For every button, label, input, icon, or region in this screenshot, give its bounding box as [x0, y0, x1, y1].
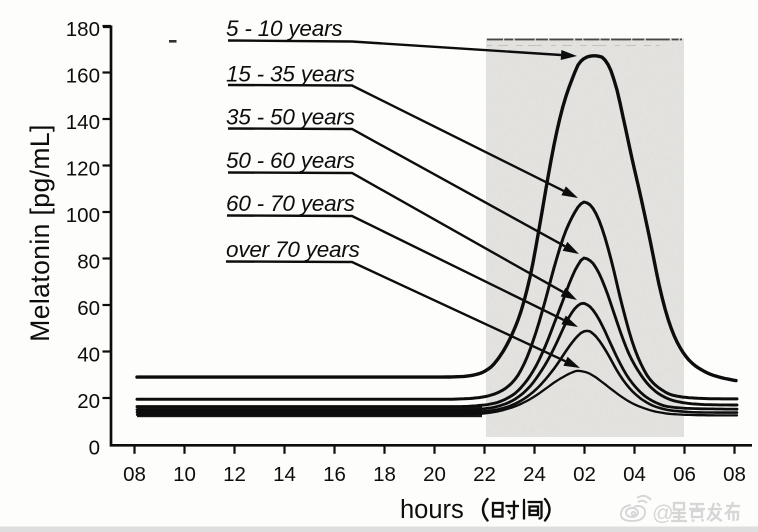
- svg-text:60 - 70 years: 60 - 70 years: [226, 191, 355, 216]
- svg-text:50 - 60 years: 50 - 60 years: [226, 148, 355, 173]
- svg-text:40: 40: [77, 343, 100, 366]
- svg-text:02: 02: [573, 463, 596, 486]
- svg-text:15 - 35 years: 15 - 35 years: [226, 62, 355, 87]
- svg-text:08: 08: [723, 463, 746, 486]
- svg-text:160: 160: [66, 64, 100, 87]
- svg-text:0: 0: [89, 436, 100, 459]
- svg-text:04: 04: [623, 463, 646, 486]
- svg-text:18: 18: [373, 463, 396, 486]
- svg-text:60: 60: [77, 297, 100, 320]
- svg-text:over 70 years: over 70 years: [226, 237, 360, 262]
- svg-text:hours: hours: [400, 496, 464, 524]
- svg-text:180: 180: [66, 18, 100, 41]
- svg-text:5 - 10 years: 5 - 10 years: [226, 16, 342, 41]
- svg-text:20: 20: [77, 390, 100, 413]
- svg-text:Melatonin [pg/mL]: Melatonin [pg/mL]: [25, 124, 55, 341]
- svg-text:80: 80: [77, 250, 100, 273]
- svg-text:12: 12: [223, 463, 246, 486]
- svg-text:22: 22: [473, 463, 496, 486]
- svg-text:24: 24: [523, 463, 546, 486]
- svg-text:16: 16: [323, 463, 346, 486]
- svg-text:14: 14: [273, 463, 296, 486]
- svg-text:@: @: [652, 501, 674, 525]
- svg-text:08: 08: [123, 463, 146, 486]
- svg-text:100: 100: [66, 204, 100, 227]
- svg-text:140: 140: [66, 111, 100, 134]
- svg-text:20: 20: [423, 463, 446, 486]
- svg-text:35 - 50 years: 35 - 50 years: [226, 105, 355, 130]
- svg-text:06: 06: [673, 463, 696, 486]
- svg-text:120: 120: [66, 157, 100, 180]
- svg-text:10: 10: [173, 463, 196, 486]
